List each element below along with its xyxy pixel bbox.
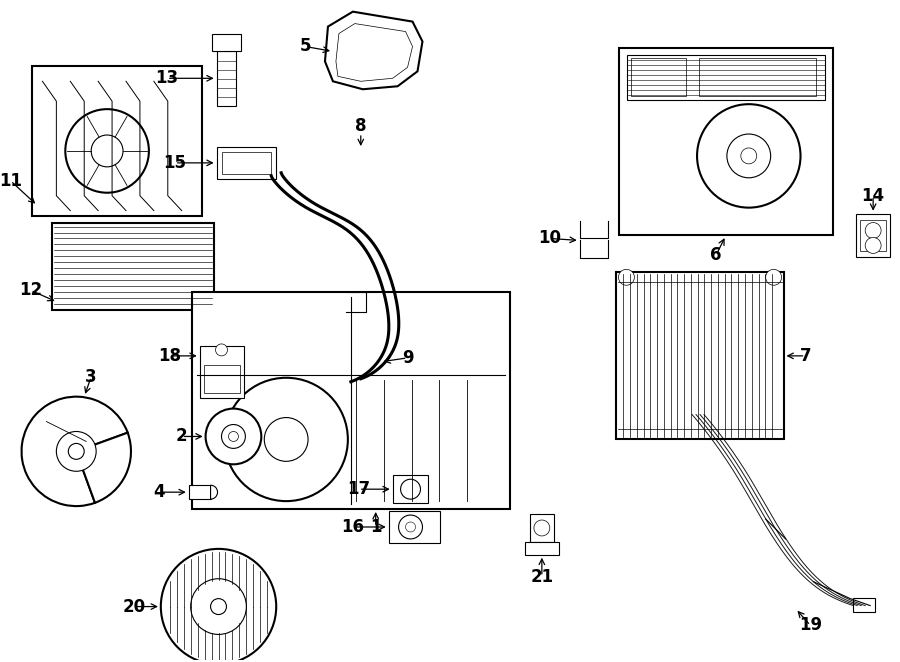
Circle shape [57, 432, 96, 471]
Bar [203, 365, 240, 393]
Circle shape [229, 432, 238, 442]
Circle shape [211, 598, 227, 614]
Bar [530, 514, 554, 542]
Text: 19: 19 [799, 616, 822, 634]
Bar [525, 542, 559, 555]
Bar [217, 52, 237, 106]
Text: 8: 8 [355, 117, 366, 135]
Bar [221, 152, 271, 174]
Circle shape [91, 135, 123, 167]
Wedge shape [211, 485, 218, 499]
Text: 18: 18 [158, 347, 181, 365]
Circle shape [406, 522, 416, 532]
Text: 2: 2 [176, 428, 187, 446]
Text: 11: 11 [0, 171, 22, 190]
Text: 10: 10 [538, 230, 562, 248]
Text: 3: 3 [86, 368, 97, 386]
Bar [212, 34, 241, 52]
Text: 1: 1 [370, 518, 382, 536]
Text: 16: 16 [341, 518, 365, 536]
Bar [616, 272, 784, 440]
Text: 17: 17 [347, 480, 371, 498]
Text: 21: 21 [530, 568, 554, 586]
Circle shape [697, 104, 800, 208]
Bar [699, 58, 816, 96]
Bar [619, 48, 833, 236]
Circle shape [766, 269, 781, 285]
Wedge shape [76, 433, 131, 503]
Circle shape [224, 378, 348, 501]
Text: 6: 6 [710, 246, 722, 264]
Circle shape [161, 549, 276, 662]
Circle shape [865, 222, 881, 238]
Circle shape [618, 269, 634, 285]
Bar [856, 214, 890, 258]
Circle shape [66, 109, 148, 193]
Text: 9: 9 [401, 349, 413, 367]
Text: 13: 13 [155, 70, 178, 87]
Text: 15: 15 [163, 154, 186, 172]
Wedge shape [22, 397, 128, 506]
Text: 20: 20 [122, 598, 146, 616]
Bar [217, 147, 276, 179]
Circle shape [215, 344, 228, 356]
Circle shape [741, 148, 757, 164]
Bar [860, 220, 886, 252]
Polygon shape [336, 24, 412, 81]
Text: 14: 14 [861, 187, 885, 205]
Circle shape [399, 515, 422, 539]
Circle shape [221, 424, 246, 448]
Text: 7: 7 [800, 347, 811, 365]
Bar [189, 485, 211, 499]
Circle shape [68, 444, 85, 459]
Text: 5: 5 [300, 38, 310, 56]
Bar [627, 56, 825, 100]
Bar [32, 66, 202, 216]
Circle shape [191, 579, 247, 634]
Bar [853, 598, 875, 612]
Text: 12: 12 [19, 281, 42, 299]
Bar [392, 475, 428, 503]
Circle shape [534, 520, 550, 536]
Bar [632, 58, 686, 96]
Polygon shape [325, 12, 422, 89]
Bar [192, 292, 510, 509]
Circle shape [865, 238, 881, 254]
Circle shape [205, 408, 261, 464]
Bar [200, 346, 245, 398]
Circle shape [727, 134, 770, 178]
Circle shape [265, 418, 308, 461]
Circle shape [400, 479, 420, 499]
Text: 4: 4 [153, 483, 165, 501]
Bar [52, 222, 213, 310]
Bar [389, 511, 440, 543]
